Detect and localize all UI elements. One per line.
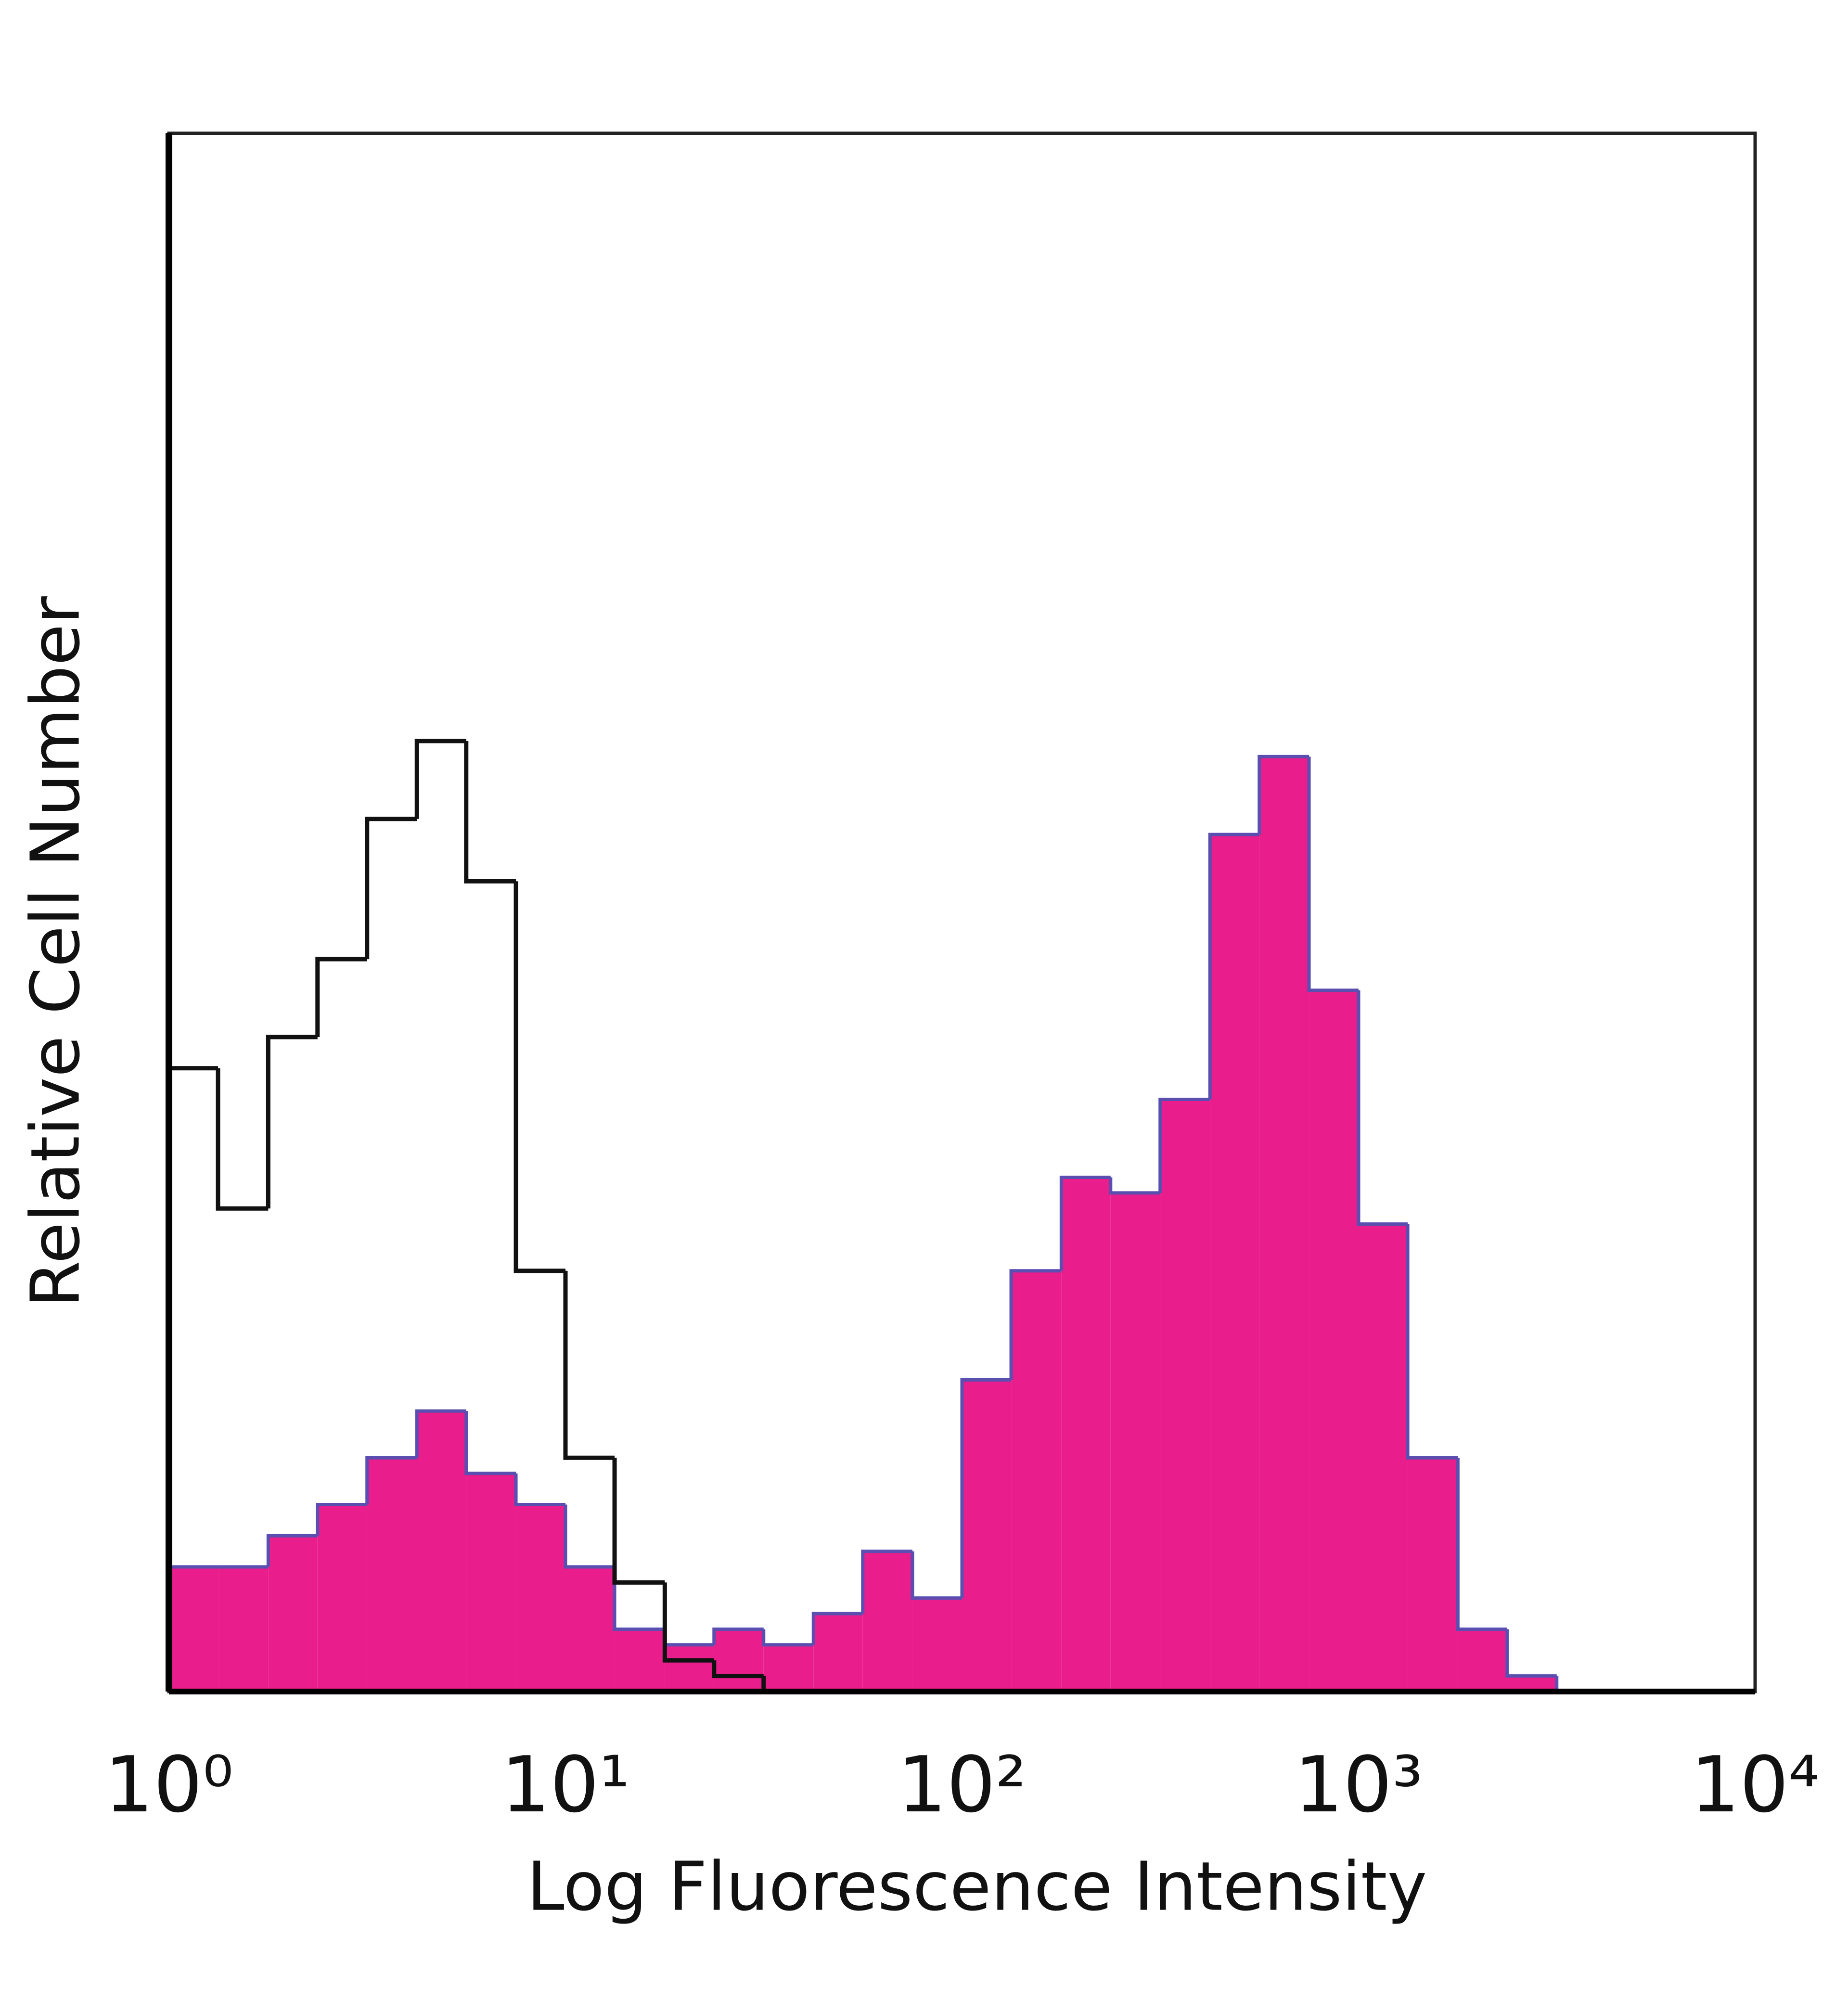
histogram-bar <box>763 1644 814 1692</box>
histogram-outline <box>514 1473 565 1506</box>
histogram-bar <box>1210 834 1259 1692</box>
histogram-outline <box>1009 1269 1062 1380</box>
histogram-outline <box>1456 1458 1507 1631</box>
histogram-outline <box>1109 1177 1160 1195</box>
histogram-bar <box>169 1566 218 1692</box>
x-tick-label: 10² <box>898 1740 1027 1830</box>
histogram-outline <box>1307 756 1359 992</box>
histogram-outline <box>612 1458 665 1585</box>
histogram-outline <box>564 1504 615 1569</box>
histogram-outline <box>266 1534 318 1567</box>
histogram-outline <box>1258 755 1309 835</box>
histogram-bar <box>665 1644 714 1692</box>
histogram-outline <box>216 1068 269 1211</box>
x-tick-label: 10⁴ <box>1691 1740 1820 1830</box>
histogram-bar <box>1011 1270 1062 1692</box>
histogram-outline <box>811 1612 863 1645</box>
histogram-outline <box>663 1629 714 1647</box>
histogram-bar <box>962 1380 1012 1692</box>
histogram-outline <box>414 739 466 819</box>
histogram-bar <box>1160 1099 1210 1692</box>
histogram-bar <box>516 1504 565 1692</box>
histogram-outline <box>1406 1224 1458 1460</box>
histogram-bar <box>1259 756 1309 1692</box>
histogram-outline <box>662 1582 714 1663</box>
histogram-bar <box>1061 1177 1111 1692</box>
histogram-outline <box>513 881 565 1273</box>
histogram-outline <box>861 1550 913 1614</box>
histogram-outline <box>960 1378 1012 1598</box>
histogram-bar <box>317 1504 367 1692</box>
histogram-outline <box>712 1627 764 1645</box>
histogram-outline <box>316 1502 367 1536</box>
histogram-bar <box>813 1614 863 1692</box>
histogram-outline <box>464 1411 516 1475</box>
x-axis-title: Log Fluorescence Intensity <box>527 1848 1427 1926</box>
histogram-bar <box>1110 1192 1160 1692</box>
histogram-outline <box>365 817 417 960</box>
histogram-bar <box>1359 1224 1408 1692</box>
histogram-bar <box>466 1473 516 1692</box>
histogram-bar <box>565 1566 615 1692</box>
histogram-bar <box>615 1629 665 1692</box>
histogram-outline <box>464 741 516 884</box>
histogram-bar <box>367 1458 417 1692</box>
histogram-bar <box>862 1551 913 1692</box>
histogram-outline <box>315 957 367 1038</box>
histogram-outline <box>911 1551 962 1600</box>
histogram-outline <box>563 1270 615 1460</box>
histogram-bar <box>218 1566 269 1692</box>
histogram-outline <box>712 1660 764 1679</box>
histogram-bar <box>1458 1629 1507 1692</box>
x-tick-label: 10³ <box>1294 1740 1423 1830</box>
x-tick-label: 10⁰ <box>104 1740 233 1830</box>
histogram-outline <box>762 1629 814 1647</box>
histogram-outline <box>1059 1175 1111 1271</box>
histogram-outline <box>1208 833 1259 1100</box>
histogram-outline <box>1158 1098 1210 1193</box>
x-tick-label: 10¹ <box>501 1740 630 1830</box>
histogram-outline <box>415 1409 466 1458</box>
histogram-bar <box>1309 990 1359 1692</box>
histogram-outline <box>266 1035 318 1209</box>
histogram-outline <box>1357 990 1408 1226</box>
y-axis-title: Relative Cell Number <box>17 596 95 1308</box>
histogram-bar <box>912 1598 962 1692</box>
histogram-outline <box>1505 1629 1557 1678</box>
histogram-bar <box>1408 1458 1458 1692</box>
histogram-outline <box>613 1566 665 1631</box>
histogram-outline <box>365 1456 417 1505</box>
histogram-bar <box>417 1411 466 1692</box>
histogram-bar <box>714 1629 764 1692</box>
histogram-bar <box>268 1536 318 1692</box>
